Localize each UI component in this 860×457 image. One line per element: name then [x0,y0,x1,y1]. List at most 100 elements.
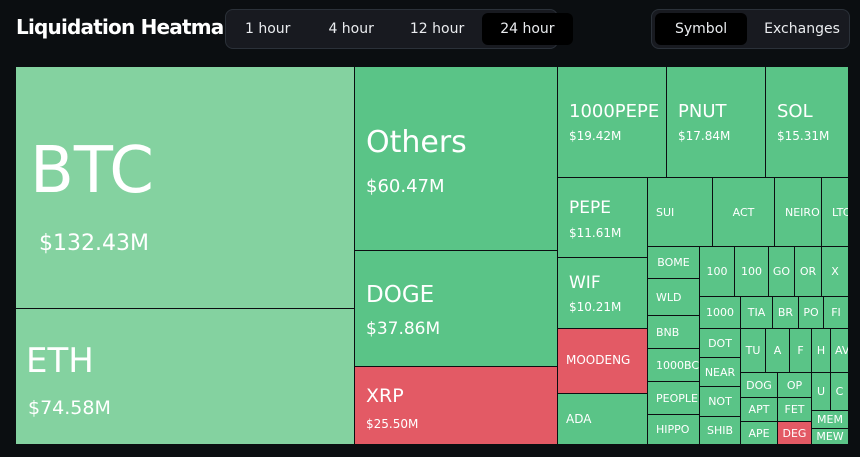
tile-symbol: OR [799,265,817,278]
tile-symbol: ACT [732,205,755,219]
tile-neiro[interactable]: NEIRO [774,177,822,247]
tile-1000[interactable]: 1000 [699,296,741,329]
tab-1-hour[interactable]: 1 hour [245,21,291,37]
tile-a[interactable]: A [765,328,790,373]
tile-symbol: ETH [26,341,94,381]
tab-symbol[interactable]: Symbol [655,13,748,45]
time-range-selector: 1 hour 4 hour 12 hour 24 hour [225,9,573,49]
tile-people[interactable]: PEOPLE [647,381,700,415]
tile-dog[interactable]: DOG [740,372,778,398]
tile-symbol: C [835,385,844,398]
tile-dot[interactable]: DOT [699,328,741,358]
tile-others[interactable]: Others $60.47M [354,66,558,251]
tile-symbol: BOME [657,256,690,269]
tile-ltc[interactable]: LTC [821,177,849,247]
tile-value: $60.47M [366,176,445,197]
tile-symbol: HIPPO [656,423,690,436]
tile-or[interactable]: OR [794,246,822,297]
tile-po[interactable]: PO [798,296,824,329]
tile-value: $25.50M [366,417,419,431]
tile-tu[interactable]: TU [740,328,766,373]
tile-op[interactable]: OP [777,372,812,398]
tile-bnb[interactable]: BNB [647,315,700,349]
tile-value: $10.21M [569,300,622,314]
tile-symbol: OP [786,378,803,392]
tile-value: $15.31M [777,129,830,143]
tile-wld[interactable]: WLD [647,278,700,316]
tile-av[interactable]: AV [830,328,849,373]
tile-symbol: WIF [569,273,601,293]
tile-100-b[interactable]: 100 [734,246,769,297]
tile-symbol: U [816,385,826,398]
tile-h[interactable]: H [811,328,831,373]
tile-sui[interactable]: SUI [647,177,713,247]
tile-tia[interactable]: TIA [740,296,773,329]
tile-100-a[interactable]: 100 [699,246,735,297]
tile-near[interactable]: NEAR [699,357,741,387]
tile-ada[interactable]: ADA [557,393,648,445]
tile-1000bonk[interactable]: 1000BC [647,348,700,382]
tile-symbol: MEM [817,413,843,426]
tab-exchanges[interactable]: Exchanges [764,21,840,37]
tile-go[interactable]: GO [768,246,795,297]
tile-symbol: XRP [366,385,404,407]
tile-symbol: PNUT [678,101,727,122]
tile-symbol: 1000PEPE [569,101,660,122]
tile-mew[interactable]: MEW [811,428,849,445]
tile-symbol: NOT [708,395,732,408]
tile-moodeng[interactable]: MOODENG [557,328,648,394]
tile-fet[interactable]: FET [777,397,812,422]
view-selector: Symbol Exchanges [651,9,850,49]
tile-symbol: LTC [832,205,849,219]
tile-symbol: H [816,344,826,357]
tile-value: $74.58M [28,397,111,419]
tile-mem[interactable]: MEM [811,410,849,429]
tile-pnut[interactable]: PNUT $17.84M [666,66,766,178]
tile-ape[interactable]: APE [740,421,778,445]
tile-symbol: TU [745,344,761,357]
tab-4-hour[interactable]: 4 hour [328,21,374,37]
tile-btc[interactable]: BTC $132.43M [15,66,355,309]
tile-symbol: APT [748,403,770,416]
tile-fi[interactable]: FI [823,296,849,329]
tile-pepe[interactable]: PEPE $11.61M [557,177,648,258]
tile-x[interactable]: X [821,246,849,297]
tile-1000pepe[interactable]: 1000PEPE $19.42M [557,66,667,178]
tile-sol[interactable]: SOL $15.31M [765,66,849,178]
tile-value: $19.42M [569,129,622,143]
tile-eth[interactable]: ETH $74.58M [15,308,355,445]
tile-hippo[interactable]: HIPPO [647,414,700,445]
tile-symbol: DEG [782,426,807,440]
tile-symbol: SHIB [706,424,734,437]
tile-symbol: PO [803,306,819,319]
tile-value: $17.84M [678,129,731,143]
tile-deg[interactable]: DEG [777,421,812,445]
tile-symbol: 100 [741,265,762,278]
tile-not[interactable]: NOT [699,386,741,417]
tile-symbol: MOODENG [566,353,631,367]
tile-symbol: GO [772,265,791,278]
tile-symbol: DOG [746,378,772,392]
tile-symbol: AV [835,344,849,357]
tile-u[interactable]: U [811,372,831,411]
tile-symbol: PEOPLE [656,391,698,405]
tab-24-hour[interactable]: 24 hour [482,13,573,45]
tile-shib[interactable]: SHIB [699,416,741,445]
tile-symbol: FET [784,403,805,416]
tile-xrp[interactable]: XRP $25.50M [354,366,558,445]
tile-apt[interactable]: APT [740,397,778,422]
tile-bome[interactable]: BOME [647,246,700,279]
tile-symbol: 1000 [706,306,734,319]
tile-value: $11.61M [569,226,622,240]
tile-wif[interactable]: WIF $10.21M [557,257,648,329]
tile-act[interactable]: ACT [712,177,775,247]
tile-symbol: BTC [30,134,154,208]
tile-doge[interactable]: DOGE $37.86M [354,250,558,367]
tile-f[interactable]: F [789,328,812,373]
tab-12-hour[interactable]: 12 hour [409,21,465,37]
tile-symbol: TIA [747,306,766,319]
tile-c[interactable]: C [830,372,849,411]
tile-symbol: FI [831,306,841,319]
tile-br[interactable]: BR [772,296,799,329]
tile-symbol: WLD [656,290,682,304]
